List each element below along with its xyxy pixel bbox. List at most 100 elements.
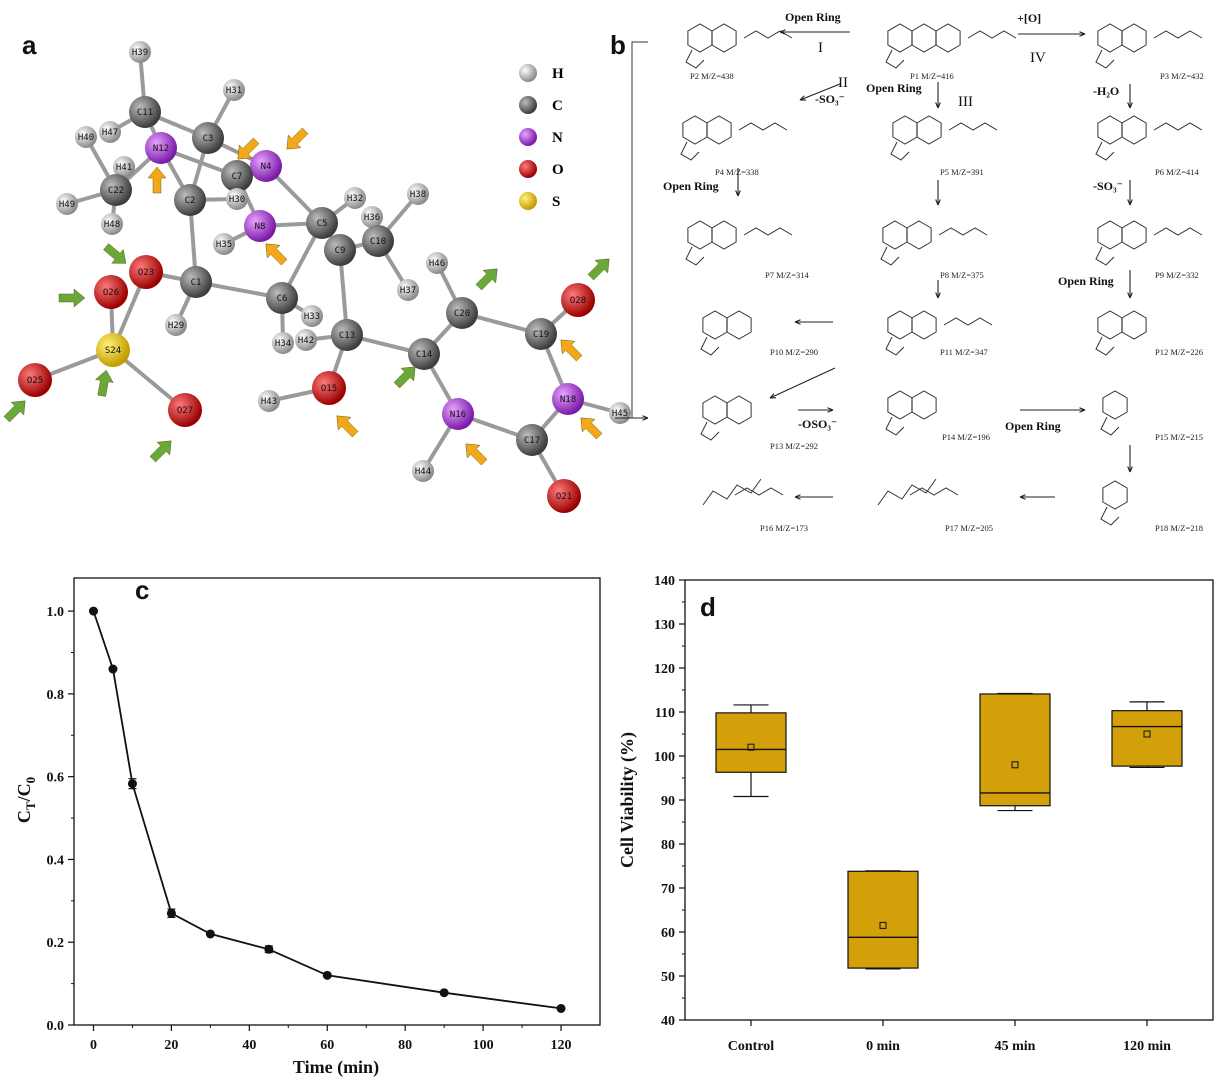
x-tick-label: 80 (398, 1038, 412, 1053)
atom-C9: C9 (324, 234, 356, 266)
y-tick-label: 0.0 (47, 1019, 65, 1034)
y-tick-label: 130 (654, 618, 675, 633)
label-P9: P9 M/Z=332 (1155, 270, 1199, 280)
atom-H48: H48 (101, 213, 123, 235)
attack-site-arrow-green (149, 440, 172, 463)
atom-H49: H49 (56, 193, 78, 215)
atom-N4: N4 (250, 150, 282, 182)
arrow-P1-P3 (1018, 31, 1086, 37)
atom-C7: C7 (221, 160, 253, 192)
atom-label: C11 (137, 108, 153, 118)
step-open-ring-P14: Open Ring (1005, 419, 1061, 433)
atom-label: C6 (277, 294, 288, 304)
arrow-P8-P11 (935, 280, 941, 299)
data-point (205, 929, 215, 939)
atom-H39: H39 (129, 41, 151, 63)
y-tick-label: 120 (654, 662, 675, 677)
label-P7: P7 M/Z=314 (765, 270, 810, 280)
atom-label: H48 (104, 220, 120, 230)
atom-C20: C20 (446, 297, 478, 329)
atom-label: H30 (229, 195, 245, 205)
data-point (556, 1003, 566, 1013)
attack-site-arrow-orange (560, 339, 583, 362)
data-point (166, 908, 176, 918)
atom-label: N12 (153, 144, 169, 154)
x-tick-label: 60 (320, 1038, 334, 1053)
label-P3: P3 M/Z=432 (1160, 71, 1204, 81)
atom-H34: H34 (272, 332, 294, 354)
atom-label: H46 (429, 259, 445, 269)
atom-label: C14 (416, 350, 432, 360)
attack-site-arrow-green (3, 400, 26, 423)
atom-H42: H42 (295, 329, 317, 351)
atom-label: O21 (556, 492, 572, 502)
molecule-model: H39 H31 C11 C3 H47 H40 N12 N4 C7 H41 C22 C2 H30 H49 H4… (3, 41, 631, 513)
atom-O25: O25 (18, 363, 52, 397)
label-P4: P4 M/Z=338 (715, 167, 759, 177)
arrow-P18-P17 (1019, 494, 1055, 500)
atom-H44: H44 (412, 460, 434, 482)
y-tick-label: 0.6 (47, 771, 65, 786)
y-tick-label: 140 (654, 574, 675, 589)
arrow-P15-P18 (1127, 445, 1133, 473)
label-P14: P14 M/Z=196 (942, 432, 990, 442)
atom-label: C10 (370, 237, 386, 247)
arrow-P11-P10 (794, 319, 833, 325)
label-P11: P11 M/Z=347 (940, 347, 988, 357)
atom-C1: C1 (180, 266, 212, 298)
atom-H33: H33 (301, 305, 323, 327)
atom-H36: H36 (361, 206, 383, 228)
atom-label: O25 (27, 376, 43, 386)
route-II: II (838, 75, 848, 91)
x-tick-label: 0 (90, 1038, 97, 1053)
atom-H37: H37 (397, 279, 419, 301)
legend-label: S (552, 194, 560, 210)
atom-O15: O15 (312, 371, 346, 405)
atom-label: H33 (304, 312, 320, 322)
attack-site-arrow-green (58, 288, 86, 308)
atom-C6: C6 (266, 282, 298, 314)
atom-N16: N16 (442, 398, 474, 430)
structure-P4 (680, 115, 788, 161)
structure-P1 (885, 23, 1017, 69)
atom-label: N16 (450, 410, 466, 420)
step-desulfonation-II: -SO₃⁻ (815, 92, 845, 106)
atom-C14: C14 (408, 338, 440, 370)
box-45 min (979, 692, 1051, 812)
structure-P17 (877, 478, 959, 506)
structure-P9 (1095, 220, 1203, 266)
legend-entry-O: O (519, 160, 564, 178)
atom-label: C13 (339, 331, 355, 341)
category-label: Control (728, 1039, 775, 1054)
structure-P16 (702, 478, 784, 506)
atom-C3: C3 (192, 122, 224, 154)
y-tick-label: 110 (655, 706, 675, 721)
attack-site-arrow-orange (336, 415, 359, 438)
arrow-P3-P6 (1127, 84, 1133, 109)
step-dehydration: -H₂O (1093, 84, 1119, 98)
attack-site-arrow-orange (265, 243, 288, 266)
data-point (127, 778, 137, 790)
atom-H46: H46 (426, 252, 448, 274)
atom-label: H42 (298, 336, 314, 346)
legend-entry-N: N (519, 128, 563, 146)
degradation-kinetics-chart: 0 20 40 60 80 100 120 0.0 0.2 0.4 0.6 0.8 1.0 Time (… (14, 577, 601, 1078)
x-tick-label: 100 (473, 1038, 494, 1053)
structure-P8 (880, 220, 988, 266)
atom-label: C20 (454, 309, 470, 319)
atom-label: O26 (103, 288, 119, 298)
box-120 min (1111, 701, 1183, 769)
panel-b-label: b (610, 30, 626, 60)
atom-label: O15 (321, 384, 337, 394)
atom-label: C22 (108, 186, 124, 196)
atom-C19: C19 (525, 318, 557, 350)
atom-C11: C11 (129, 96, 161, 128)
atom-label: O28 (570, 296, 586, 306)
atom-label: H38 (410, 190, 426, 200)
atom-label: N8 (255, 222, 266, 232)
label-P2: P2 M/Z=438 (690, 71, 734, 81)
structure-P2 (685, 23, 793, 69)
y-tick-label: 0.2 (47, 936, 65, 951)
atom-S24: S24 (96, 333, 130, 367)
arrow-P1-P5 (935, 82, 941, 109)
